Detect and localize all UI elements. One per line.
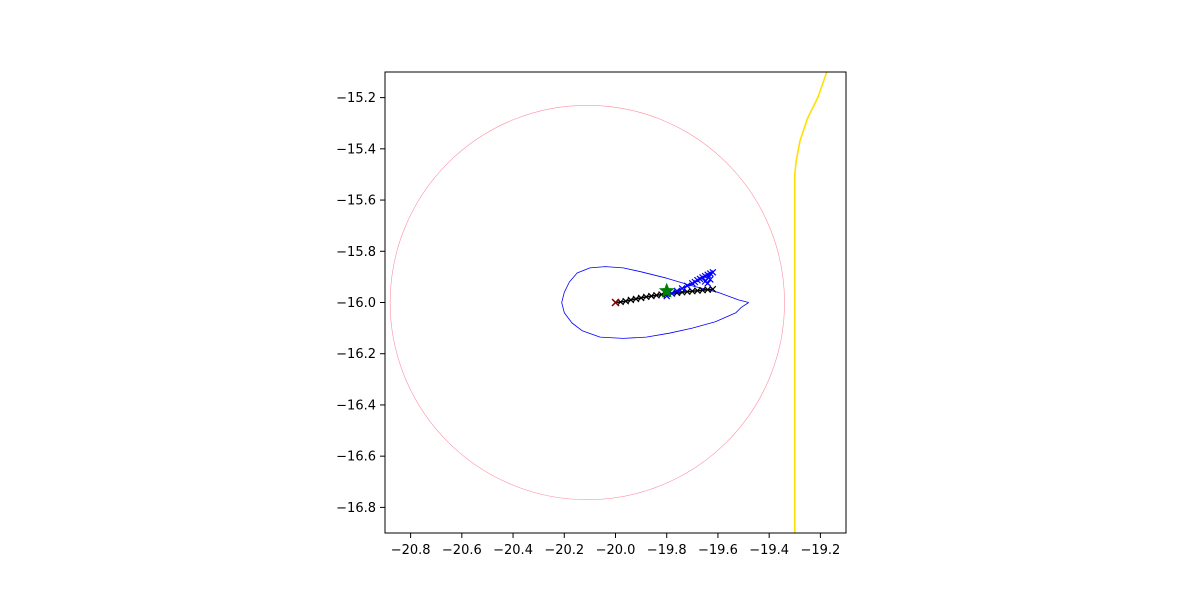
blue-trajectory-point [678,284,686,292]
blue-trajectory-point [673,287,681,295]
blue-contour [561,266,749,339]
x-tick-label: −20.2 [544,543,584,558]
x-tick-label: −19.4 [749,543,789,558]
x-tick-label: −19.2 [800,543,840,558]
goal-star-marker [658,282,675,298]
x-tick-label: −19.6 [698,543,738,558]
y-tick-label: −15.6 [336,194,376,209]
black-trajectory-point [637,294,645,302]
black-trajectory-point [632,295,640,303]
blue-trajectory-point [709,268,717,276]
blue-trajectory-point [683,282,691,290]
y-tick-label: −15.8 [336,245,376,260]
black-trajectory-point [627,296,635,304]
plot-area [389,72,828,533]
y-tick-label: −15.2 [336,91,376,106]
x-tick-label: −20.8 [391,543,431,558]
x-tick-label: −20.6 [442,543,482,558]
yellow-curve [793,72,828,533]
black-trajectory-point [622,297,630,305]
y-tick-label: −16.2 [336,347,376,362]
black-trajectory-point [709,285,717,293]
y-tick-label: −16.0 [336,296,376,311]
y-tick-label: −16.8 [336,501,376,516]
x-tick-label: −20.0 [596,543,636,558]
x-tick-label: −20.4 [493,543,533,558]
y-tick-label: −16.6 [336,450,376,465]
y-tick-label: −16.4 [336,398,376,413]
blue-trajectory-point [704,279,712,287]
start-x-marker [611,298,620,307]
boundary-circle [389,104,785,501]
blue-trajectory-point [706,276,714,283]
y-tick-label: −15.4 [336,142,376,157]
x-tick-label: −19.8 [647,543,687,558]
y-axis: −15.2 −15.4 −15.6 −15.8 −16.0 −16.2 −16.4 −16.6… [336,91,385,516]
x-axis: −20.8 −20.6 −20.4 −20.2 −20.0 −19.8 −19.6 −19.4… [391,533,840,558]
